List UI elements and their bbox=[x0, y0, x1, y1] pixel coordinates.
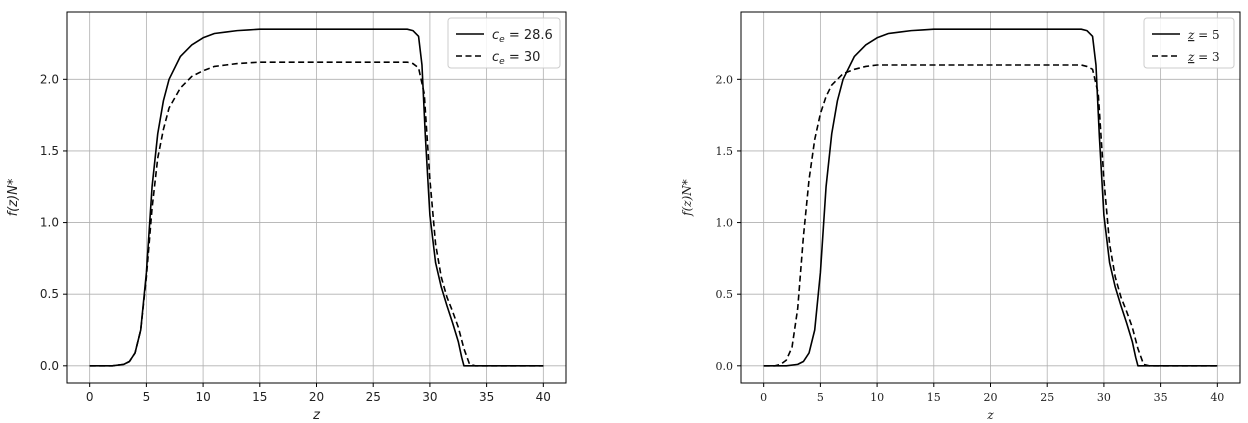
x-tick-label: 25 bbox=[366, 390, 381, 404]
y-tick-label: 0.0 bbox=[716, 360, 734, 373]
x-tick-label: 5 bbox=[143, 390, 151, 404]
left-plot-panel: 0 5 10 15 20 25 30 35 40 0.0 0.5 1.0 1.5 2.0 z f(z)N* ce… bbox=[6, 11, 567, 423]
legend-label: ce = 30 bbox=[492, 50, 540, 67]
x-tick-label: 5 bbox=[817, 391, 824, 404]
x-tick-label: 10 bbox=[870, 391, 884, 404]
y-tick-label: 1.5 bbox=[716, 145, 734, 158]
x-tick-label: 40 bbox=[1210, 391, 1224, 404]
series-line-dashed bbox=[89, 61, 544, 367]
legend-label: ce = 28.6 bbox=[492, 28, 553, 45]
y-axis-label: f(z)N* bbox=[680, 179, 694, 217]
x-tick-label: 15 bbox=[927, 391, 941, 404]
x-tick-label: 35 bbox=[1154, 391, 1168, 404]
x-tick-label: 0 bbox=[760, 391, 767, 404]
x-tick-label: 25 bbox=[1040, 391, 1054, 404]
y-axis-label: f(z)N* bbox=[6, 178, 21, 216]
legend-label: z = 5 bbox=[1187, 28, 1220, 42]
x-tick-label: 30 bbox=[1097, 391, 1111, 404]
x-tick-label: 10 bbox=[195, 390, 210, 404]
x-tick-label: 30 bbox=[422, 390, 437, 404]
x-axis-label: z bbox=[986, 408, 994, 422]
y-tick-label: 2.0 bbox=[716, 73, 734, 86]
y-tick-label: 1.5 bbox=[40, 144, 59, 158]
y-tick-label: 1.0 bbox=[716, 217, 734, 230]
x-axis-label: z bbox=[312, 408, 321, 423]
series-line-solid bbox=[763, 28, 1218, 367]
y-tick-label: 2.0 bbox=[40, 72, 59, 86]
x-tick-label: 35 bbox=[479, 390, 494, 404]
right-plot-panel: 0 5 10 15 20 25 30 35 40 0.0 0.5 1.0 1.5 2.0 z f(z)N* z … bbox=[680, 11, 1241, 422]
series-line-solid bbox=[89, 28, 544, 367]
y-tick-label: 0.5 bbox=[40, 287, 59, 301]
series-line-dashed bbox=[763, 64, 1218, 367]
x-tick-label: 20 bbox=[309, 390, 324, 404]
x-tick-label: 15 bbox=[252, 390, 267, 404]
legend-label: z = 3 bbox=[1187, 50, 1220, 64]
x-tick-label: 0 bbox=[86, 390, 94, 404]
x-tick-label: 40 bbox=[536, 390, 551, 404]
x-tick-label: 20 bbox=[984, 391, 998, 404]
y-tick-label: 0.5 bbox=[716, 288, 734, 301]
y-tick-label: 0.0 bbox=[40, 359, 59, 373]
y-tick-label: 1.0 bbox=[40, 216, 59, 230]
